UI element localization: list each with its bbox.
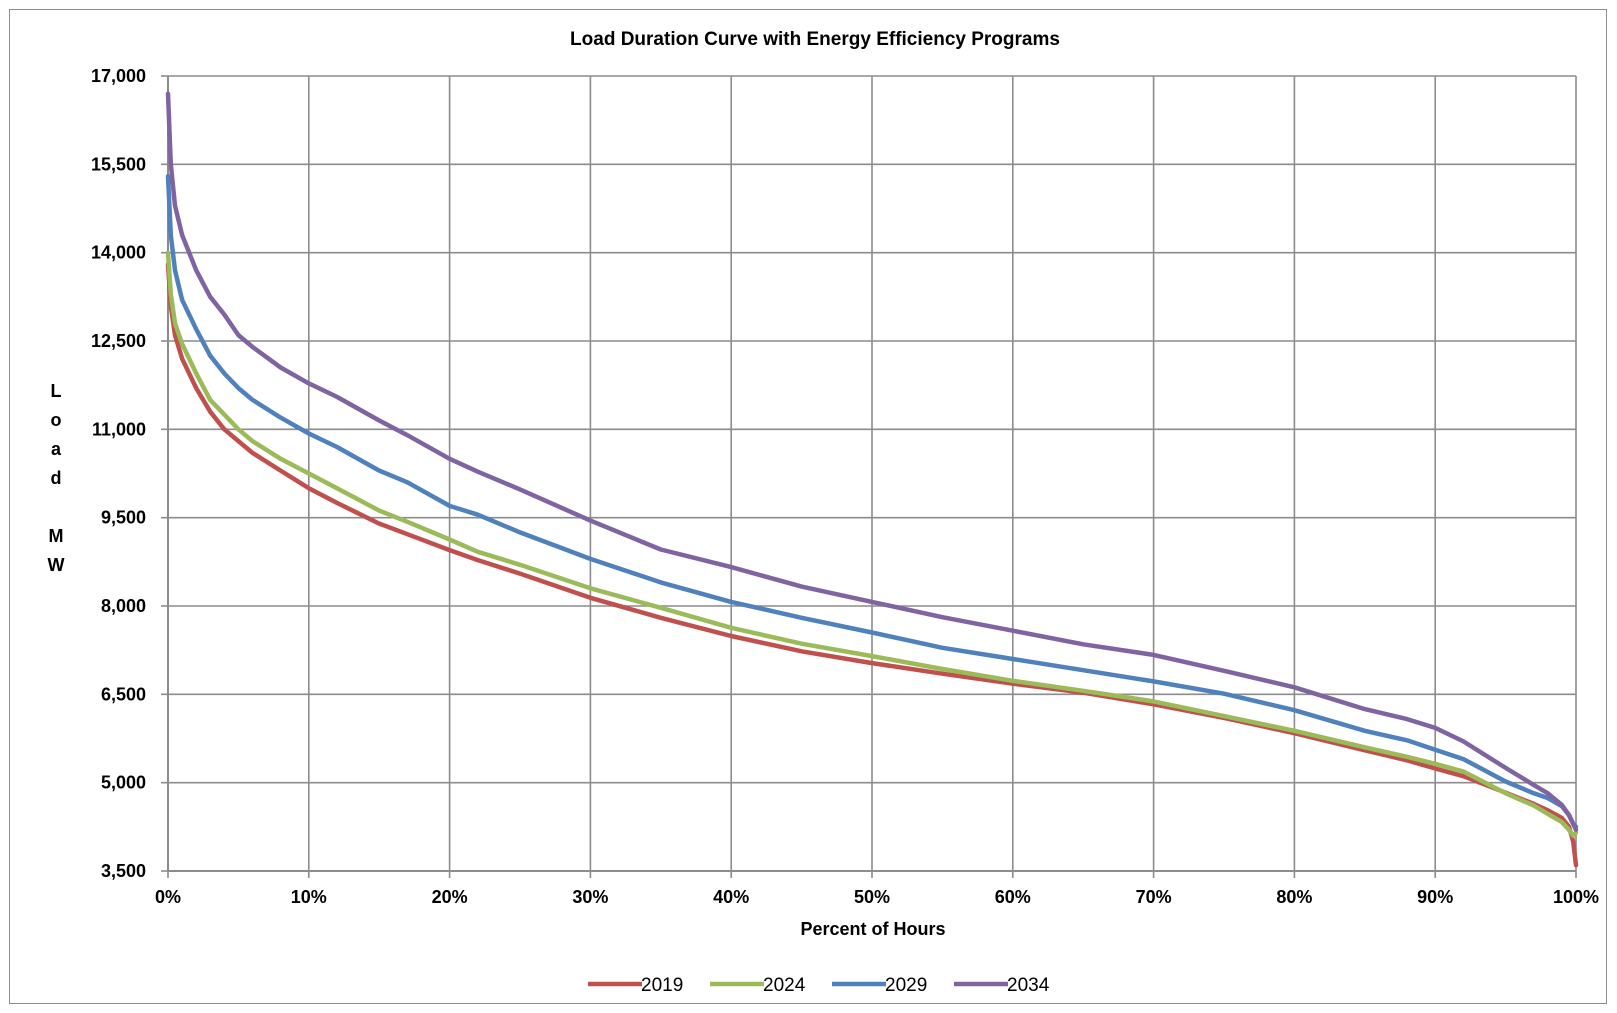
y-tick-label: 15,500 bbox=[91, 154, 146, 174]
y-axis-title-char: a bbox=[51, 439, 62, 459]
y-axis-title-char: d bbox=[51, 468, 62, 488]
series-layer bbox=[165, 91, 1579, 868]
y-axis-title: Load MW bbox=[48, 381, 65, 575]
y-axis-title-char: W bbox=[48, 555, 65, 575]
x-tick-label: 0% bbox=[155, 887, 181, 907]
x-tick-label: 100% bbox=[1553, 887, 1599, 907]
series-line-2024 bbox=[165, 250, 1579, 838]
y-tick-label: 6,500 bbox=[101, 684, 146, 704]
x-tick-label: 20% bbox=[432, 887, 468, 907]
y-tick-label: 3,500 bbox=[101, 861, 146, 881]
x-axis-title: Percent of Hours bbox=[800, 919, 945, 939]
y-tick-label: 11,000 bbox=[92, 419, 146, 439]
y-axis-title-char: L bbox=[51, 381, 62, 401]
y-axis-title-char: o bbox=[51, 410, 62, 430]
legend-label-2034: 2034 bbox=[1007, 975, 1050, 996]
y-axis-title-char: M bbox=[49, 526, 64, 546]
series-line-2029 bbox=[165, 173, 1579, 830]
x-tick-label: 40% bbox=[713, 887, 749, 907]
chart-title: Load Duration Curve with Energy Efficien… bbox=[570, 29, 1060, 50]
x-tick-label: 30% bbox=[572, 887, 608, 907]
x-tick-label: 10% bbox=[291, 887, 327, 907]
y-tick-label: 17,000 bbox=[91, 66, 146, 86]
x-tick-label: 80% bbox=[1276, 887, 1312, 907]
legend-label-2024: 2024 bbox=[763, 975, 806, 996]
series-line-2034 bbox=[165, 91, 1579, 833]
x-tick-label: 90% bbox=[1417, 887, 1453, 907]
y-tick-label: 12,500 bbox=[91, 331, 146, 351]
y-tick-label: 5,000 bbox=[101, 773, 146, 793]
x-tick-label: 70% bbox=[1136, 887, 1172, 907]
axes: 3,500 5,000 6,500 8,000 9,500 11,000 12,500 14,… bbox=[91, 66, 1599, 907]
legend-label-2019: 2019 bbox=[641, 975, 683, 996]
legend-label-2029: 2029 bbox=[885, 975, 927, 996]
y-tick-label: 9,500 bbox=[101, 508, 146, 528]
x-tick-label: 50% bbox=[854, 887, 890, 907]
chart-frame bbox=[9, 9, 1607, 1004]
y-tick-label: 8,000 bbox=[101, 596, 146, 616]
legend: 2019 2024 2029 2034 bbox=[588, 975, 1050, 996]
y-tick-label: 14,000 bbox=[91, 243, 146, 263]
x-tick-label: 60% bbox=[995, 887, 1031, 907]
